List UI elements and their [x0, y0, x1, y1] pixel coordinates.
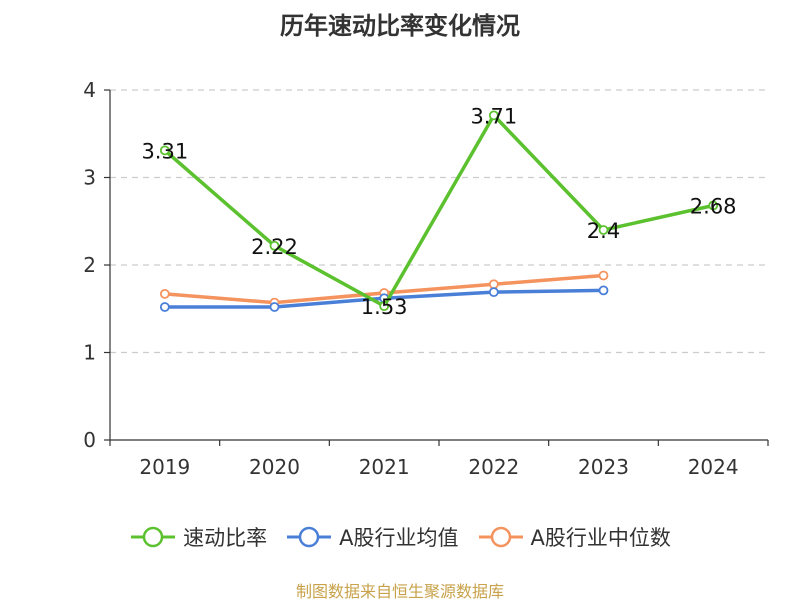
legend-label: A股行业中位数	[530, 526, 671, 550]
data-point	[159, 302, 170, 312]
legend-item[interactable]: 速动比率	[129, 522, 267, 552]
y-tick-label: 0	[83, 428, 96, 452]
y-tick-label: 1	[83, 341, 96, 365]
data-point	[488, 279, 499, 290]
data-point	[488, 287, 499, 298]
chart-legend: 速动比率 A股行业均值 A股行业中位数	[0, 520, 800, 554]
x-tick-label: 2024	[688, 455, 739, 479]
data-point	[598, 270, 609, 281]
data-point	[269, 240, 280, 251]
y-tick-label: 4	[83, 78, 96, 102]
data-point	[598, 225, 609, 235]
data-label: 1.53	[361, 295, 408, 319]
data-point	[269, 302, 280, 312]
data-point	[159, 288, 170, 299]
legend-swatch	[478, 526, 523, 548]
legend-swatch	[287, 526, 332, 548]
data-point	[708, 200, 719, 211]
x-tick-label: 2020	[249, 455, 300, 479]
data-label: 2.22	[251, 235, 298, 259]
legend-item[interactable]: A股行业均值	[285, 522, 459, 552]
data-point	[488, 110, 499, 121]
data-label: 3.71	[470, 104, 517, 128]
y-tick-label: 3	[83, 166, 96, 190]
legend-item[interactable]: A股行业中位数	[477, 522, 671, 552]
series-line	[163, 113, 714, 308]
legend-label: A股行业均值	[339, 526, 459, 550]
legend-label: 速动比率	[183, 526, 268, 550]
data-label: 3.31	[141, 139, 188, 163]
y-tick-label: 2	[83, 253, 96, 277]
x-tick-label: 2023	[578, 455, 629, 479]
source-note: 制图数据来自恒生聚源数据库	[295, 582, 504, 601]
data-point	[598, 285, 609, 296]
data-label: 2.68	[690, 195, 737, 219]
data-point	[379, 301, 390, 312]
data-label: 2.4	[587, 219, 620, 243]
x-tick-label: 2021	[359, 455, 410, 479]
chart-title: 历年速动比率变化情况	[280, 12, 520, 40]
x-tick-label: 2019	[139, 455, 190, 479]
x-tick-label: 2022	[468, 455, 519, 479]
legend-swatch	[131, 526, 176, 548]
data-point	[159, 145, 170, 156]
